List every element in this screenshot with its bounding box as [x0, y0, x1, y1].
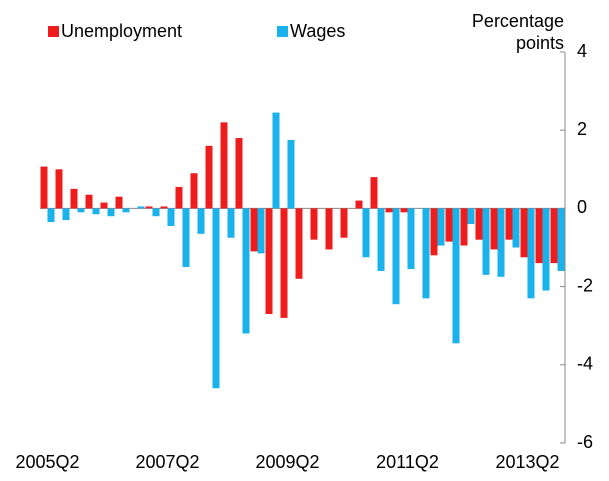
bar — [272, 112, 280, 209]
bar — [152, 208, 160, 217]
bar — [370, 177, 378, 209]
y-tick-label: 2 — [577, 119, 587, 139]
bar — [295, 208, 303, 279]
bar — [265, 208, 273, 314]
bar — [175, 186, 183, 209]
bar — [220, 122, 228, 209]
bar — [542, 208, 550, 291]
y-tick-label: -2 — [577, 275, 593, 295]
bar — [385, 208, 393, 213]
bar — [197, 208, 205, 234]
x-tick-label: 2005Q2 — [15, 452, 79, 472]
bar — [437, 208, 445, 246]
bar — [520, 208, 528, 258]
bar — [235, 138, 243, 209]
bar — [47, 208, 55, 223]
bar — [325, 208, 333, 250]
bar — [310, 208, 318, 240]
bar — [212, 208, 220, 389]
legend-label: Unemployment — [61, 21, 182, 41]
bar — [287, 139, 295, 209]
bar — [362, 208, 370, 258]
bar — [535, 208, 543, 264]
bar — [550, 208, 558, 264]
bar — [280, 208, 288, 318]
bar — [512, 208, 520, 248]
bar — [250, 208, 258, 252]
x-tick-label: 2013Q2 — [495, 452, 559, 472]
bar — [227, 208, 235, 238]
y-tick-label: -6 — [577, 432, 593, 452]
bar — [407, 208, 415, 270]
bar — [137, 206, 145, 209]
bar — [115, 196, 123, 209]
bar — [422, 208, 430, 299]
bar — [505, 208, 513, 240]
bar — [107, 208, 115, 217]
bar — [190, 173, 198, 209]
y-tick-label: -4 — [577, 354, 593, 374]
y-tick-label: 4 — [577, 41, 587, 61]
bar — [40, 166, 48, 209]
bar — [460, 208, 468, 246]
bar — [430, 208, 438, 256]
bar — [475, 208, 483, 240]
bar — [452, 208, 460, 344]
bar — [62, 208, 70, 221]
y-tick-label: 0 — [577, 197, 587, 217]
bar — [122, 208, 130, 213]
bar — [392, 208, 400, 305]
bar — [355, 200, 363, 209]
bar — [242, 208, 250, 334]
bar — [167, 208, 175, 226]
bar — [145, 206, 153, 209]
x-tick-label: 2009Q2 — [255, 452, 319, 472]
bar — [497, 208, 505, 277]
bar — [70, 188, 78, 209]
bar — [160, 206, 168, 209]
bar — [557, 208, 565, 271]
legend-label: Wages — [290, 21, 345, 41]
bar — [100, 202, 108, 209]
bar — [527, 208, 535, 299]
bar — [77, 208, 85, 213]
bar — [400, 208, 408, 213]
bar — [257, 208, 265, 254]
bar — [85, 194, 93, 209]
y-axis-label: Percentage points — [471, 11, 564, 53]
bar — [490, 208, 498, 250]
bar — [482, 208, 490, 275]
bar — [205, 145, 213, 209]
bar — [340, 208, 348, 238]
bar — [182, 208, 190, 268]
bar — [92, 208, 100, 215]
legend-swatch — [277, 26, 288, 37]
bar — [467, 208, 475, 225]
legend-swatch — [48, 26, 59, 37]
x-tick-label: 2011Q2 — [376, 452, 439, 472]
bar — [377, 208, 385, 271]
bar — [55, 169, 63, 209]
bar — [445, 208, 453, 242]
x-tick-label: 2007Q2 — [135, 452, 199, 472]
